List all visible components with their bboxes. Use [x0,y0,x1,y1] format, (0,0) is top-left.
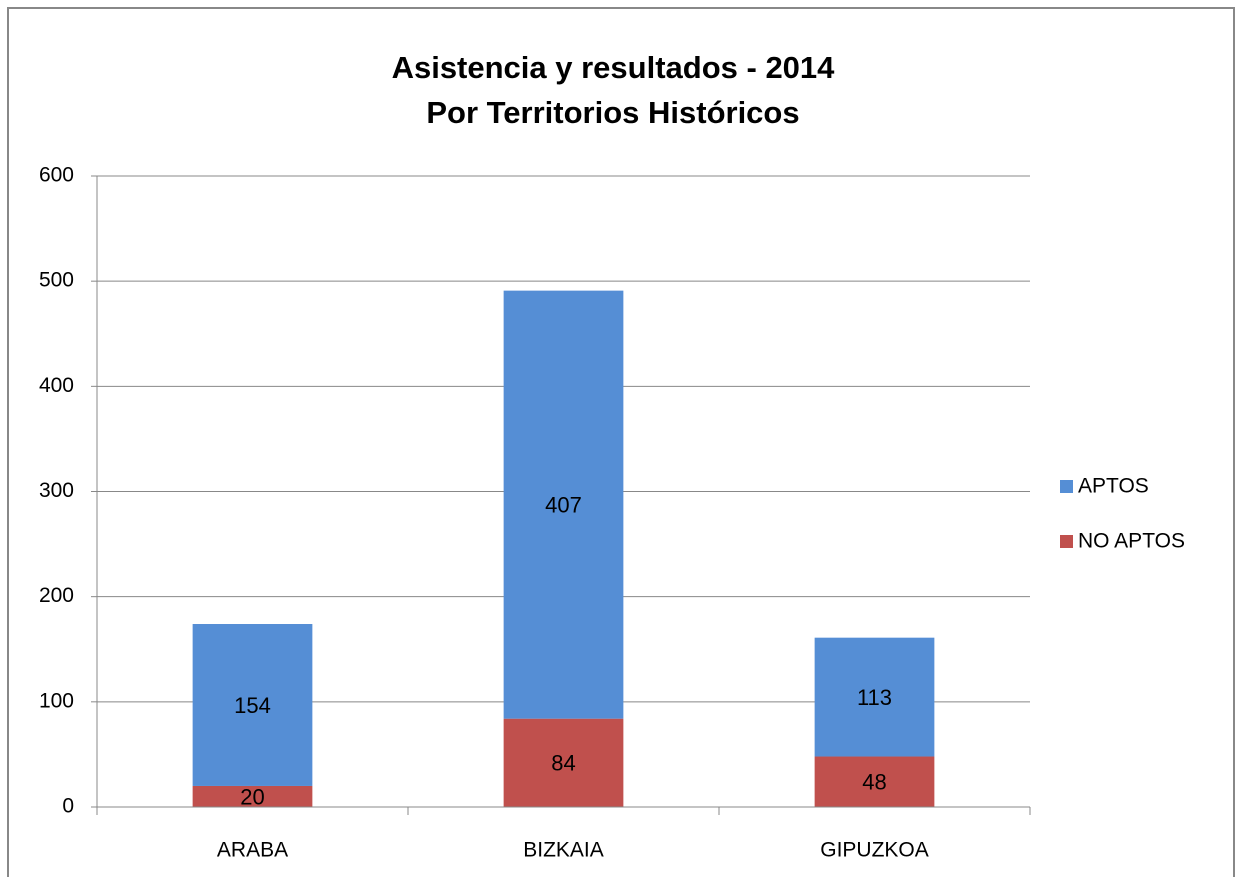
y-tick-label: 200 [39,584,74,607]
bar-segment [503,290,624,719]
legend-label: APTOS [1078,475,1149,498]
chart-title: Asistencia y resultados - 2014 [392,50,836,85]
y-tick-label: 400 [39,374,74,397]
x-tick-label: BIZKAIA [523,839,604,862]
data-label: 154 [234,693,271,718]
data-label: 48 [862,770,886,795]
data-label: 407 [545,492,582,517]
y-tick-label: 0 [62,795,74,818]
data-label: 20 [240,784,264,809]
legend-swatch [1060,535,1073,548]
data-label: 84 [551,751,575,776]
x-tick-label: GIPUZKOA [820,839,929,862]
data-label: 113 [857,685,892,710]
y-tick-label: 100 [39,689,74,712]
chart-subtitle: Por Territorios Históricos [426,95,799,130]
bar-segment [814,637,935,757]
x-tick-label: ARABA [217,839,288,862]
bar-segment [192,624,313,786]
y-tick-label: 600 [39,164,74,187]
legend-swatch [1060,480,1073,493]
bar-segment [814,756,935,807]
bar-segment [503,718,624,807]
bar-segment [192,785,313,807]
y-tick-label: 500 [39,269,74,292]
y-tick-label: 300 [39,479,74,502]
legend-label: NO APTOS [1078,530,1185,553]
